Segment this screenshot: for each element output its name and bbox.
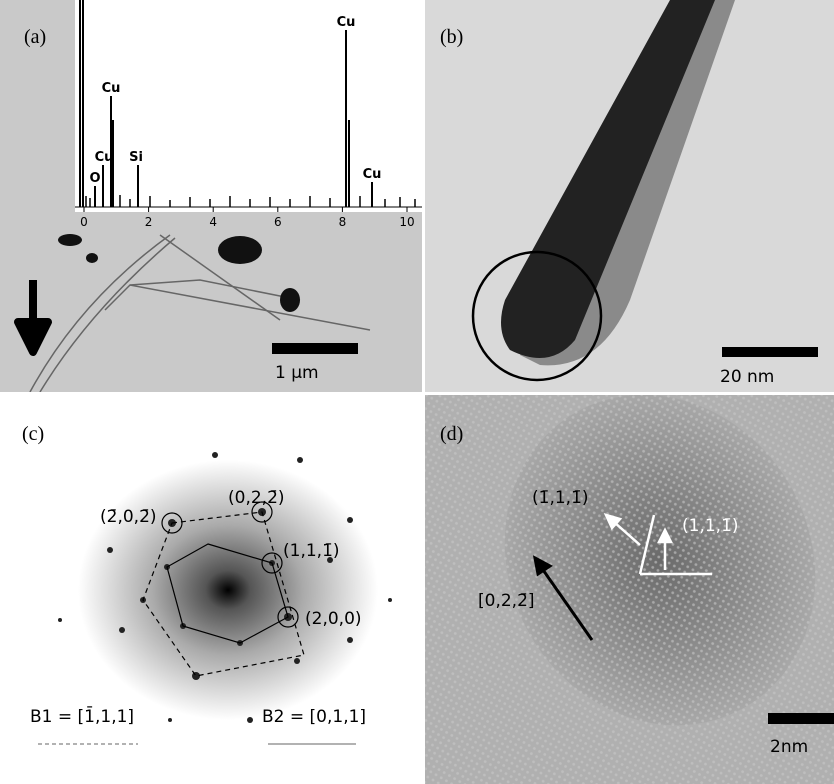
plane-label: (1̄,1,1̄) [532, 488, 589, 508]
scale-bar [272, 343, 358, 354]
spot-label: (2,0,0) [305, 609, 362, 629]
spot-label: (1,1,1̄) [283, 541, 340, 561]
panel-label: (c) [22, 423, 44, 445]
tick-label: 2 [145, 215, 153, 229]
scale-bar [722, 347, 818, 357]
panel-label: (b) [440, 26, 463, 48]
plane-label: (1,1,1̄) [682, 516, 739, 536]
panel-c: (2̄,0,2̄) (0,2,2̄) (1,1,1̄) (2,0,0) B1 =… [0, 395, 422, 784]
tick-label: 10 [399, 215, 414, 229]
divider [0, 392, 834, 395]
panel-label: (a) [24, 26, 46, 48]
scale-bar [768, 713, 834, 724]
peak-label: O [89, 171, 100, 186]
panel-b: 20 nm (b) [425, 0, 834, 392]
figure: 0 2 4 6 8 10 Cu Cu O Si Cu Cu 1 µm (a) 20 nm … [0, 0, 834, 784]
tick-label: 0 [80, 215, 88, 229]
peak-label: Si [129, 150, 143, 165]
scale-bar-label: 1 µm [275, 363, 319, 383]
peak-label: Cu [363, 167, 382, 182]
peak-label: Cu [337, 15, 356, 30]
peak-label: Cu [102, 81, 121, 96]
peak-label: Cu [95, 150, 114, 165]
tick-label: 4 [209, 215, 217, 229]
tick-label: 6 [274, 215, 282, 229]
direction-label: [0,2,2̄] [478, 591, 535, 611]
zone-axis-label: B1 = [1̄,1,1] [30, 705, 134, 727]
spot-label: (0,2,2̄) [228, 488, 285, 508]
lattice [425, 395, 834, 784]
scale-bar-label: 2nm [770, 737, 808, 757]
panel-label: (d) [440, 423, 463, 445]
panel-a: 0 2 4 6 8 10 Cu Cu O Si Cu Cu 1 µm (a) [0, 0, 425, 392]
tick-label: 8 [339, 215, 347, 229]
scale-bar-label: 20 nm [720, 367, 774, 387]
spot-label: (2̄,0,2̄) [100, 507, 157, 527]
panel-d: (1̄,1,1̄) (1,1,1̄) [0,2,2̄] 2nm (d) [425, 338, 834, 784]
zone-axis-label: B2 = [0,1,1] [262, 707, 366, 727]
